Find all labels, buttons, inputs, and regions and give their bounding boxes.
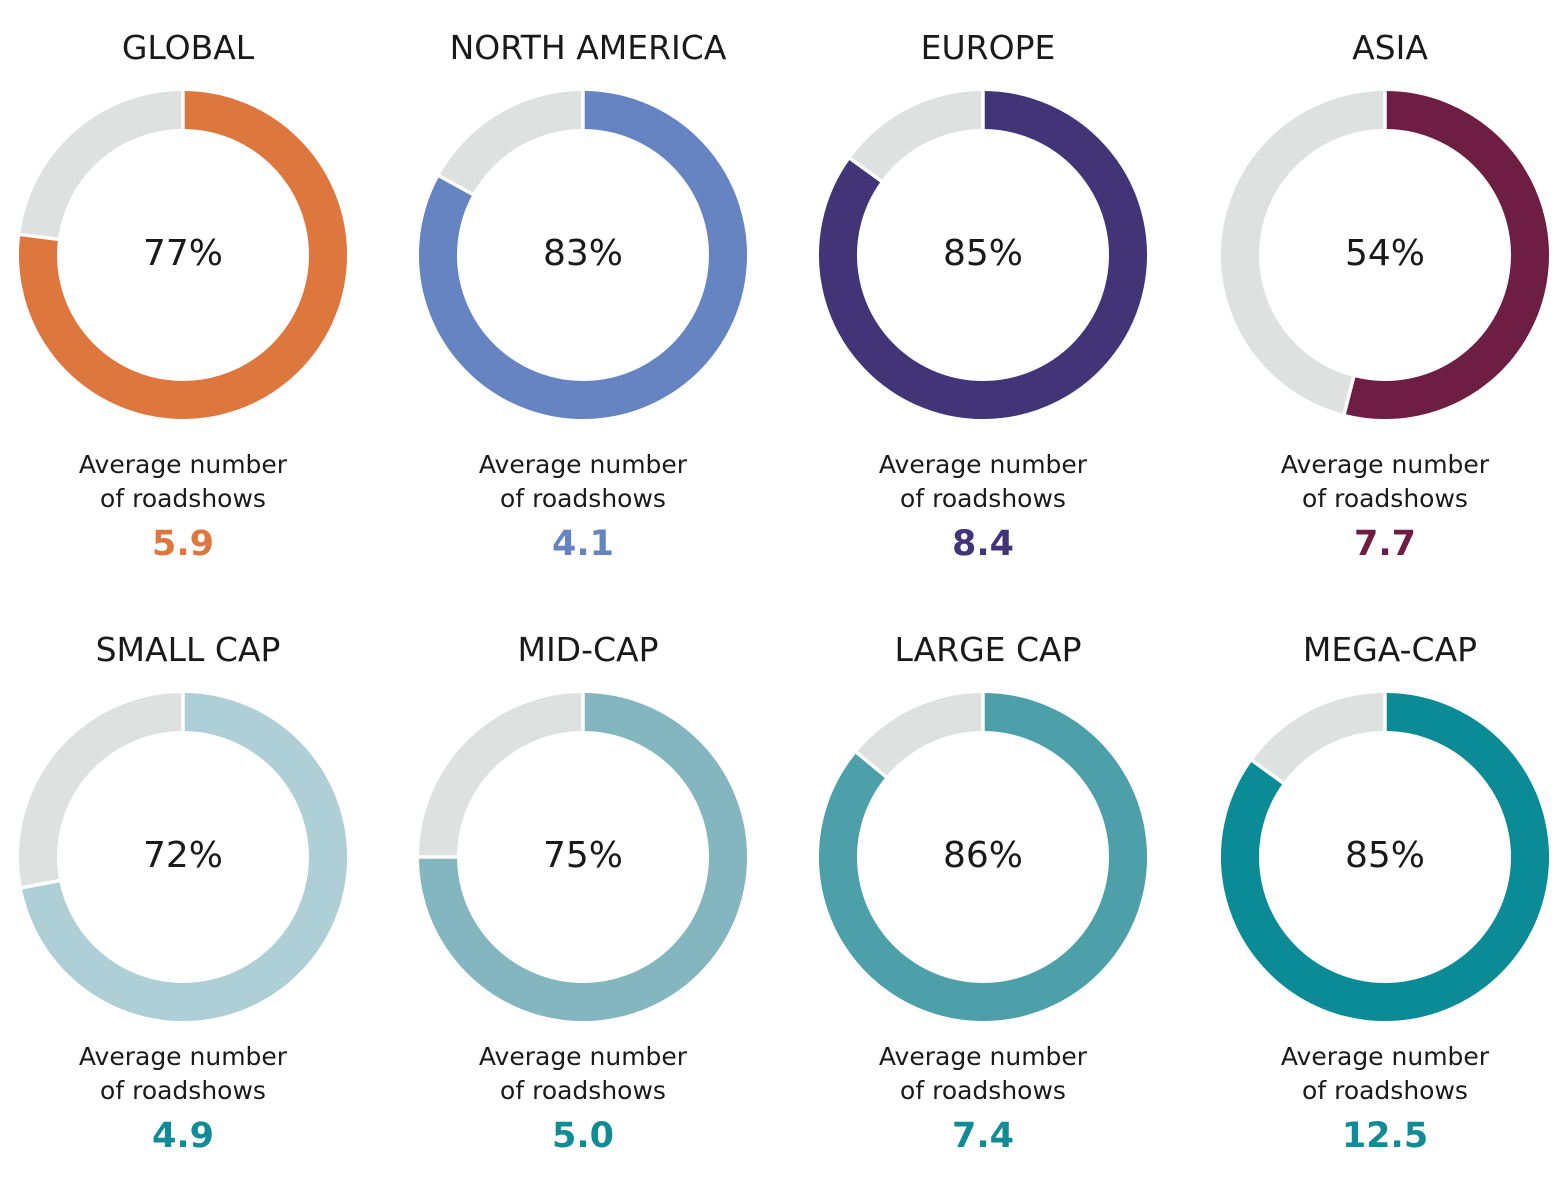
donut-panel-north-america: NORTH AMERICA 83% Average number of roadsho… — [388, 0, 788, 580]
caption-line-1: Average number — [1280, 450, 1490, 479]
caption-line-2: of roadshows — [900, 484, 1066, 513]
average-roadshows-value: 4.9 — [151, 1116, 214, 1156]
caption-line-1: Average number — [478, 1042, 688, 1071]
donut-value-slice — [19, 91, 347, 419]
slice-separator-end — [18, 232, 61, 242]
caption-line-2: of roadshows — [1302, 1076, 1468, 1105]
caption-line-1: Average number — [78, 1042, 288, 1071]
average-roadshows-value: 7.4 — [951, 1116, 1014, 1156]
caption-line-2: of roadshows — [500, 484, 666, 513]
donut: 75% — [418, 692, 748, 1022]
donut: 85% — [818, 90, 1148, 420]
caption-line-2: of roadshows — [1302, 484, 1468, 513]
donut: 85% — [1220, 692, 1550, 1022]
donut-svg — [819, 692, 1147, 1021]
panel-title: MEGA-CAP — [1302, 630, 1478, 669]
donut-value-slice — [1221, 693, 1549, 1021]
donut-percent-label: 75% — [542, 835, 623, 876]
donut: 72% — [18, 692, 348, 1022]
panel-title: ASIA — [1352, 28, 1428, 67]
caption-line-1: Average number — [878, 1042, 1088, 1071]
donut-panel-large-cap: LARGE CAP 86% Average number of roadshows 7.… — [788, 602, 1188, 1182]
panel-title: MID-CAP — [517, 630, 659, 669]
donut-panel-small-cap: SMALL CAP 72% Average number of roadshows 4.… — [0, 602, 388, 1182]
donut: 54% — [1220, 90, 1550, 420]
donut-svg — [1221, 692, 1549, 1021]
donut-value-slice — [1344, 91, 1550, 419]
donut-value-slice — [419, 91, 747, 419]
donut-panel-global: GLOBAL 77% Average number of roadshows 5.9 — [0, 0, 388, 580]
caption-line-1: Average number — [878, 450, 1088, 479]
caption-line-2: of roadshows — [500, 1076, 666, 1105]
panel-title: SMALL CAP — [95, 630, 281, 669]
average-roadshows-value: 4.1 — [551, 524, 614, 564]
donut-panel-mid-cap: MID-CAP 75% Average number of roadshows 5.0 — [388, 602, 788, 1182]
donut-value-slice — [21, 693, 347, 1021]
slice-separator-end — [847, 156, 884, 184]
slice-separator-end — [1249, 758, 1286, 786]
slice-separator-end — [19, 878, 62, 890]
donut-percent-label: 86% — [942, 835, 1023, 876]
caption-line-2: of roadshows — [900, 1076, 1066, 1105]
donut-panel-mega-cap: MEGA-CAP 85% Average number of roadshows 12.… — [1190, 602, 1564, 1182]
caption-line-1: Average number — [1280, 1042, 1490, 1071]
caption-line-2: of roadshows — [100, 1076, 266, 1105]
average-roadshows-value: 8.4 — [951, 524, 1014, 564]
donut-svg — [18, 90, 347, 419]
panel-title: GLOBAL — [121, 28, 255, 67]
donut-percent-label: 54% — [1344, 233, 1425, 274]
donut-svg — [19, 692, 347, 1021]
donut: 83% — [418, 90, 748, 420]
slice-separator-end — [436, 173, 476, 197]
slice-separator-end — [853, 749, 889, 780]
donut-percent-label: 83% — [542, 233, 623, 274]
donut-percent-label: 85% — [942, 233, 1023, 274]
panel-title: EUROPE — [920, 28, 1056, 67]
donut-panel-asia: ASIA 54% Average number of roadshows 7.7 — [1190, 0, 1564, 580]
donut-percent-label: 72% — [142, 835, 223, 876]
donut-percent-label: 85% — [1344, 835, 1425, 876]
donut-value-slice — [419, 693, 747, 1021]
donut: 77% — [18, 90, 348, 420]
caption-line-2: of roadshows — [100, 484, 266, 513]
average-roadshows-value: 5.0 — [551, 1116, 614, 1156]
donut-value-slice — [819, 91, 1147, 419]
donut-panel-europe: EUROPE 85% Average number of roadshows 8.4 — [788, 0, 1188, 580]
caption-line-1: Average number — [78, 450, 288, 479]
donut-percent-label: 77% — [142, 233, 223, 274]
donut-svg — [819, 90, 1147, 419]
donut-svg — [1221, 90, 1550, 419]
average-roadshows-value: 7.7 — [1353, 524, 1416, 564]
panel-title: NORTH AMERICA — [449, 28, 727, 67]
donut-svg — [418, 692, 747, 1021]
panel-title: LARGE CAP — [894, 630, 1082, 669]
donut: 86% — [818, 692, 1148, 1022]
caption-line-1: Average number — [478, 450, 688, 479]
average-roadshows-value: 5.9 — [151, 524, 214, 564]
average-roadshows-value: 12.5 — [1341, 1116, 1429, 1156]
donut-value-slice — [819, 693, 1147, 1021]
slice-separator-end — [1342, 374, 1356, 417]
donut-svg — [419, 90, 747, 419]
